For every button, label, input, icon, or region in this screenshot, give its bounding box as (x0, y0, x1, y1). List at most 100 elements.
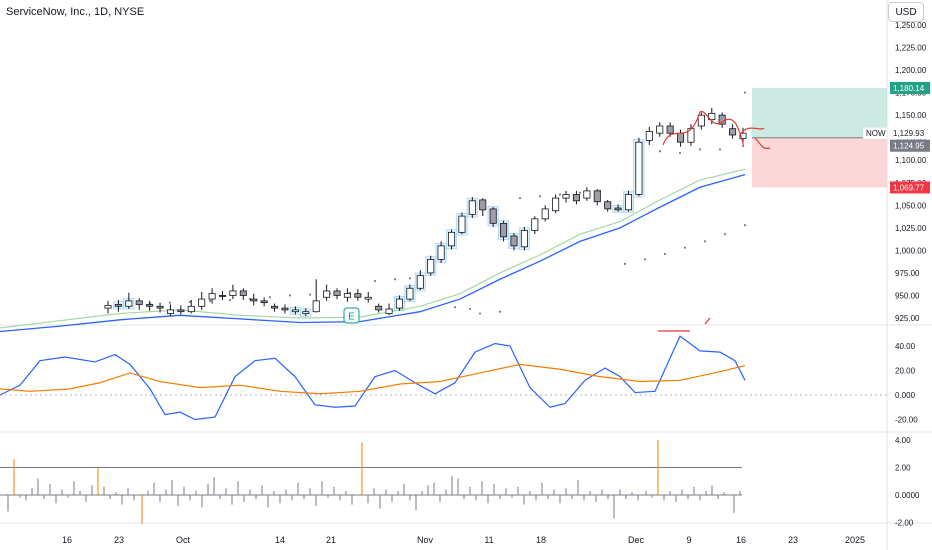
candle[interactable] (166, 304, 174, 317)
candle[interactable] (250, 293, 258, 306)
candle[interactable] (458, 212, 466, 235)
currency-button[interactable]: USD (888, 2, 924, 22)
candle[interactable] (677, 129, 685, 147)
psar-dot (228, 298, 232, 302)
candle[interactable] (291, 306, 299, 315)
candle[interactable] (260, 297, 268, 307)
earnings-marker[interactable]: E (343, 307, 360, 324)
red-tick-drawing[interactable] (704, 317, 711, 325)
candle[interactable] (239, 288, 247, 300)
psar-dot (468, 307, 472, 311)
target-price-label[interactable]: 1,180.14 (890, 81, 930, 94)
candle[interactable] (385, 303, 393, 316)
candle[interactable] (416, 270, 424, 291)
red-drawing[interactable] (662, 111, 744, 148)
candle[interactable] (572, 190, 580, 205)
candle[interactable] (531, 216, 539, 235)
candle[interactable] (437, 241, 445, 264)
candle[interactable] (187, 299, 195, 314)
candle[interactable] (375, 303, 383, 313)
candle-body (323, 290, 331, 298)
candle[interactable] (323, 284, 331, 301)
candle[interactable] (218, 290, 227, 300)
psar-dot (643, 258, 647, 261)
candle[interactable] (656, 122, 664, 137)
red-arrow-drawing[interactable] (739, 127, 771, 150)
candle[interactable] (135, 298, 143, 310)
candle[interactable] (729, 124, 737, 139)
candle[interactable] (312, 279, 320, 313)
candle-body (677, 132, 685, 143)
candle[interactable] (604, 199, 612, 212)
candle[interactable] (177, 305, 185, 315)
candle[interactable] (333, 288, 341, 300)
candle[interactable] (343, 288, 351, 302)
candle[interactable] (489, 207, 497, 227)
price-axis[interactable]: 1,250.001,225.001,200.001,175.001,150.00… (862, 21, 930, 528)
psar-dot (743, 91, 747, 94)
ma-slow-line (0, 174, 746, 333)
price-tick-label: 1,250.00 (895, 21, 927, 30)
candle-body (135, 300, 143, 305)
psar-dot (558, 193, 562, 196)
candle[interactable] (500, 220, 508, 242)
candle-body (437, 245, 445, 260)
candle[interactable] (125, 292, 133, 309)
drawing-annotations[interactable]: E (343, 111, 771, 332)
earnings-icon: E (348, 312, 355, 323)
candle[interactable] (156, 302, 164, 313)
last-price-label[interactable]: 1,129.93 (890, 127, 930, 140)
stop-price-label[interactable]: 1,069.77 (890, 181, 930, 194)
candle[interactable] (708, 107, 716, 125)
entry-price-label[interactable]: 1,124.95 (890, 139, 930, 152)
candle[interactable] (448, 229, 456, 250)
chart-title: ServiceNow, Inc., 1D, NYSE (6, 6, 145, 18)
candle[interactable] (562, 190, 570, 203)
candle[interactable] (645, 126, 653, 145)
candle[interactable] (271, 303, 279, 312)
candle-body (448, 231, 456, 247)
candle[interactable] (354, 289, 362, 301)
candle[interactable] (468, 197, 476, 218)
symbol-tag[interactable]: NOW (862, 126, 888, 140)
last-price-label-text: 1,129.93 (893, 129, 925, 138)
candle[interactable] (510, 233, 518, 251)
candle-body (125, 300, 133, 307)
stop-zone[interactable] (752, 137, 887, 188)
candle[interactable] (114, 299, 122, 312)
candle[interactable] (229, 284, 237, 300)
candle[interactable] (541, 205, 549, 222)
candle-body (312, 300, 320, 313)
candlestick-series[interactable] (104, 107, 747, 317)
candle[interactable] (146, 300, 154, 311)
candle[interactable] (614, 204, 622, 212)
candle[interactable] (552, 194, 560, 214)
candle[interactable] (583, 187, 591, 201)
candle[interactable] (208, 288, 216, 304)
candle[interactable] (198, 291, 206, 310)
candle[interactable] (281, 304, 289, 314)
histogram-pane[interactable] (7, 440, 741, 524)
psar-dot (268, 296, 272, 299)
candle[interactable] (479, 198, 487, 217)
candle-body (250, 298, 258, 302)
candle[interactable] (635, 137, 643, 197)
time-axis[interactable]: 16 23 Oct 14 21 Nov 11 18 Dec 9 16 23 2025 (62, 535, 865, 545)
candle[interactable] (302, 308, 310, 317)
candle-body (260, 300, 268, 304)
candle[interactable] (395, 295, 403, 311)
candle[interactable] (624, 190, 633, 212)
candle[interactable] (406, 284, 414, 301)
candle-body (271, 305, 279, 309)
candle[interactable] (697, 112, 705, 130)
candle[interactable] (427, 255, 435, 276)
candle[interactable] (593, 189, 601, 206)
candle-body (666, 125, 674, 134)
candle[interactable] (520, 226, 528, 251)
oscillator-pane[interactable] (0, 335, 746, 421)
candle[interactable] (104, 300, 112, 314)
candle-body (218, 295, 227, 297)
candle[interactable] (364, 291, 372, 303)
psar-dot (578, 191, 582, 194)
